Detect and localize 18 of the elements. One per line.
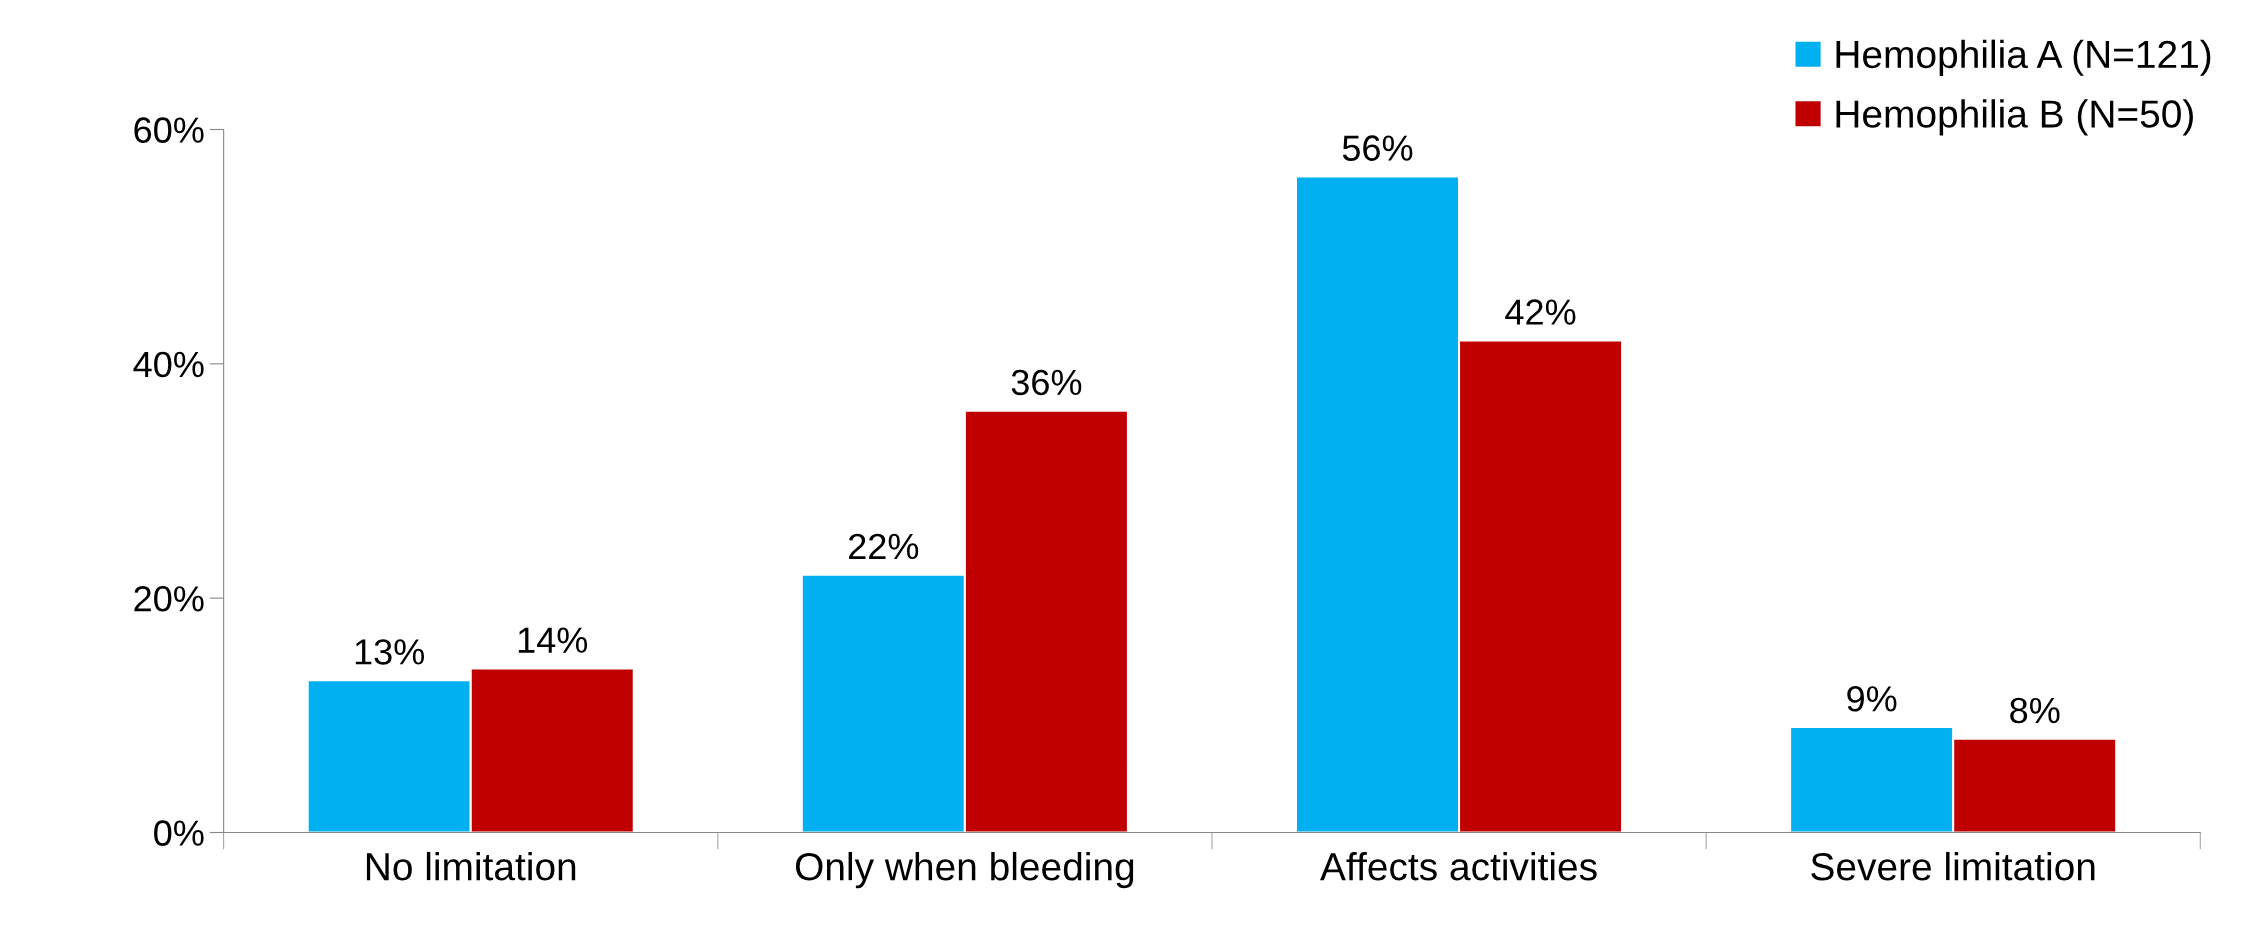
legend-label: Hemophilia B (N=50): [1836, 99, 2193, 136]
data-label: 56%: [1342, 135, 1413, 161]
data-label: 13%: [355, 639, 425, 665]
y-tick-label: 20%: [134, 586, 204, 612]
y-tick-label: 40%: [133, 351, 204, 378]
x-tick-label: No limitation: [366, 851, 576, 881]
data-label: 8%: [2010, 697, 2060, 724]
x-tick-label: Severe limitation: [1811, 851, 2095, 881]
data-label: 36%: [1011, 369, 1082, 396]
x-tick-label: Only when bleeding: [795, 851, 1134, 889]
data-label: 42%: [1505, 299, 1576, 325]
data-label: 9%: [1847, 686, 1897, 712]
x-tick-label: Affects activities: [1320, 851, 1597, 881]
data-label: 14%: [518, 627, 588, 653]
y-tick-label: 60%: [134, 117, 204, 143]
legend-label: Hemophilia A (N=121): [1836, 39, 2211, 76]
data-label: 22%: [849, 533, 919, 560]
y-tick-label: 0%: [154, 820, 204, 846]
